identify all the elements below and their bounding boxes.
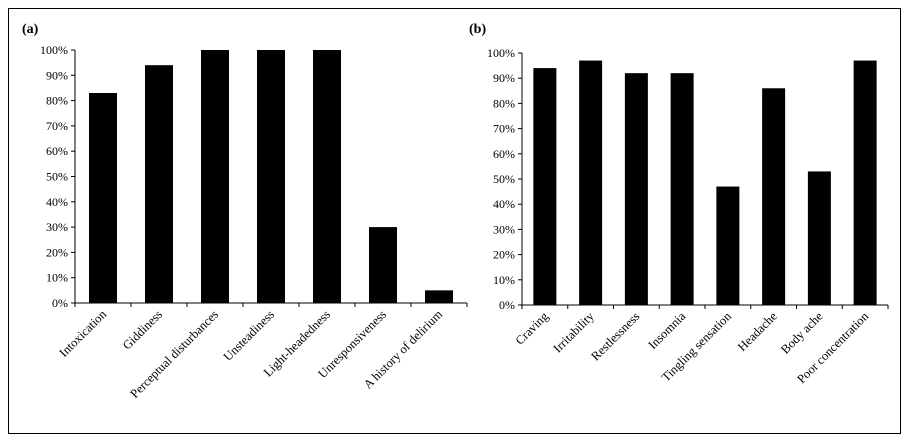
y-tick-label: 90% — [493, 71, 515, 85]
y-tick-label: 0% — [52, 296, 68, 310]
figure-border — [8, 8, 901, 434]
bar — [579, 60, 603, 306]
y-tick-label: 100% — [487, 46, 515, 60]
y-tick-label: 30% — [46, 220, 68, 234]
y-tick-label: 60% — [46, 144, 68, 158]
x-category-label: Insomnia — [645, 309, 688, 352]
y-tick-label: 10% — [493, 273, 515, 287]
chart-panel-a: (a) 0% 10% 20% 30% 40% 50% 60% 70% 80% 90% 100% Into… — [22, 22, 468, 401]
x-category-label: Giddiness — [120, 307, 165, 352]
bar — [201, 50, 229, 303]
x-category-label: Headache — [735, 309, 780, 354]
x-category-label: Craving — [513, 309, 552, 348]
y-tick-label: 40% — [46, 195, 68, 209]
bar — [853, 60, 877, 306]
y-tick-label: 10% — [46, 271, 68, 285]
bar — [89, 93, 117, 303]
bar — [670, 73, 694, 305]
bar — [313, 50, 341, 303]
x-category-label: Body ache — [778, 309, 826, 357]
x-category-label: Intoxication — [57, 307, 110, 360]
bar — [807, 171, 831, 305]
bar — [533, 68, 557, 306]
bar — [145, 65, 173, 304]
y-tick-label: 30% — [493, 222, 515, 236]
y-tick-label: 60% — [493, 147, 515, 161]
x-category-label: Irritability — [551, 309, 598, 356]
bar — [624, 73, 648, 305]
y-tick-label: 80% — [46, 94, 68, 108]
bar — [716, 186, 740, 305]
bar — [257, 50, 285, 303]
panel-label: (b) — [469, 22, 486, 37]
x-category-label: Unsteadiness — [221, 307, 278, 364]
x-category-label: Restlessness — [588, 309, 642, 363]
y-tick-label: 20% — [46, 245, 68, 259]
y-tick-label: 90% — [46, 68, 68, 82]
bar — [425, 290, 453, 303]
y-tick-label: 50% — [46, 170, 68, 184]
y-tick-label: 70% — [493, 122, 515, 136]
y-tick-label: 70% — [46, 119, 68, 133]
panel-label: (a) — [22, 22, 39, 37]
bar — [369, 227, 397, 303]
y-tick-label: 40% — [493, 197, 515, 211]
chart-panel-b: (b) 0% 10% 20% 30% 40% 50% 60% 70% 80% 90% 100% Crav… — [469, 22, 889, 386]
y-tick-label: 0% — [499, 298, 515, 312]
y-tick-label: 100% — [40, 43, 68, 57]
y-tick-label: 20% — [493, 248, 515, 262]
y-tick-label: 80% — [493, 96, 515, 110]
bar — [762, 88, 786, 305]
y-tick-label: 50% — [493, 172, 515, 186]
